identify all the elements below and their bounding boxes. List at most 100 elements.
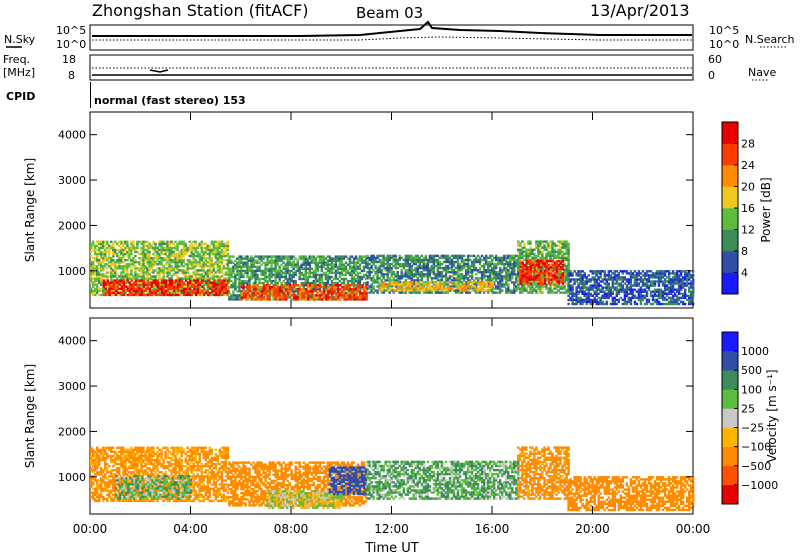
- power-cell: [126, 271, 129, 274]
- power-cell: [223, 281, 226, 284]
- power-cell: [174, 261, 177, 264]
- power-cell: [176, 252, 179, 256]
- power-cell: [509, 260, 512, 264]
- power-cell: [565, 271, 568, 274]
- power-cell: [533, 283, 536, 286]
- power-cell: [190, 254, 193, 258]
- power-cell: [467, 285, 470, 288]
- power-cell: [541, 282, 545, 285]
- power-cell: [258, 290, 261, 293]
- power-cell: [144, 289, 148, 292]
- power-cell: [176, 279, 180, 282]
- power-cell: [298, 277, 301, 281]
- power-cell: [355, 294, 358, 297]
- power-cell: [346, 281, 350, 285]
- power-cell: [447, 285, 450, 288]
- power-cell: [394, 285, 397, 288]
- power-cell: [361, 292, 364, 295]
- power-cell: [364, 257, 368, 260]
- power-cell: [418, 260, 421, 264]
- power-cell: [328, 267, 332, 270]
- power-cell: [168, 293, 172, 297]
- power-cell: [525, 254, 528, 258]
- power-cell: [192, 252, 195, 256]
- power-cell: [110, 291, 113, 295]
- power-cell: [272, 286, 276, 289]
- power-cell: [461, 283, 464, 286]
- power-cell: [295, 296, 298, 299]
- power-cell: [343, 294, 346, 297]
- power-cell: [276, 290, 280, 293]
- power-cell: [166, 269, 169, 272]
- power-cell: [296, 269, 299, 273]
- power-cell: [347, 284, 350, 287]
- power-cell: [525, 266, 529, 269]
- power-cell: [441, 289, 444, 292]
- power-cell: [467, 289, 470, 292]
- power-cell: [206, 244, 209, 248]
- power-cell: [256, 290, 260, 293]
- power-cell: [266, 288, 270, 291]
- power-cell: [206, 275, 209, 278]
- power-cell: [328, 271, 332, 275]
- power-cell: [180, 287, 183, 290]
- power-cell: [478, 271, 482, 274]
- power-cell: [561, 256, 564, 260]
- power-cell: [521, 248, 524, 251]
- power-cell: [216, 265, 219, 268]
- power-cell: [124, 287, 127, 290]
- power-cell: [266, 281, 269, 285]
- power-cell: [563, 252, 566, 255]
- power-cell: [495, 277, 498, 280]
- power-cell: [487, 262, 490, 266]
- power-cell: [212, 267, 215, 270]
- power-cell: [368, 262, 371, 266]
- power-cell: [386, 260, 389, 264]
- power-cell: [238, 261, 241, 264]
- power-cell: [258, 296, 261, 299]
- power-cell: [190, 248, 193, 252]
- power-cell: [326, 265, 330, 268]
- power-cell: [236, 267, 239, 270]
- power-cell: [299, 290, 302, 293]
- power-cell: [517, 283, 520, 286]
- power-cell: [134, 291, 138, 295]
- power-cell: [499, 287, 502, 290]
- power-cell: [517, 269, 520, 272]
- power-cell: [94, 246, 97, 250]
- power-cell: [543, 280, 547, 283]
- power-cell: [485, 281, 488, 284]
- power-cell: [493, 264, 496, 268]
- power-cell: [114, 289, 117, 292]
- power-cell: [220, 263, 224, 266]
- power-cell: [426, 291, 430, 294]
- power-cell: [308, 281, 311, 285]
- power-cell: [324, 263, 328, 266]
- power-cell: [260, 292, 264, 295]
- power-cell: [174, 257, 177, 260]
- power-cell: [217, 293, 220, 297]
- power-cell: [238, 288, 241, 291]
- power-cell: [278, 298, 282, 301]
- power-cell: [128, 273, 131, 276]
- power-cell: [342, 273, 346, 277]
- power-cell: [180, 261, 183, 264]
- power-cell: [348, 279, 352, 283]
- power-cell: [146, 269, 149, 272]
- power-cell: [142, 271, 145, 274]
- power-cell: [124, 242, 127, 246]
- power-cell: [270, 281, 273, 285]
- power-cell: [326, 277, 330, 281]
- power-cell: [409, 289, 412, 292]
- power-cell: [106, 283, 109, 286]
- power-cell: [366, 256, 369, 260]
- power-cell: [497, 281, 500, 284]
- power-cell: [483, 277, 486, 280]
- power-cell: [433, 287, 436, 290]
- power-cell: [180, 283, 183, 286]
- power-cell: [236, 261, 239, 264]
- power-cell: [567, 264, 570, 268]
- power-cell: [501, 283, 504, 286]
- power-cell: [104, 289, 107, 292]
- power-cell: [537, 264, 541, 267]
